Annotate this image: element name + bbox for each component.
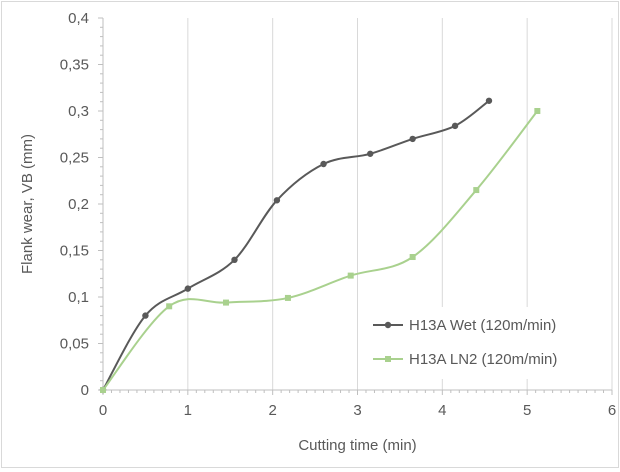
data-point [409, 135, 416, 143]
legend-marker [384, 321, 392, 329]
legend-label: H13A Wet (120m/min) [409, 317, 556, 334]
data-point [184, 285, 192, 292]
legend-box [359, 307, 603, 379]
data-point [166, 303, 173, 310]
legend-marker [385, 356, 391, 362]
y-tick-label: 0 [81, 382, 89, 399]
gridlines [187, 18, 613, 390]
y-tick-label: 0,3 [68, 103, 89, 120]
x-tick-label: 4 [438, 402, 446, 419]
data-point [473, 187, 480, 194]
legend-label: H13A LN2 (120m/min) [409, 351, 557, 368]
x-axis-title: Cutting time (min) [298, 437, 416, 454]
data-point [451, 122, 459, 130]
data-point [231, 256, 238, 263]
x-tick-label: 1 [184, 402, 192, 419]
x-tick-label: 2 [268, 402, 276, 419]
series-line-1 [102, 99, 490, 391]
data-point [320, 160, 327, 168]
axes [98, 17, 613, 395]
data-point [273, 197, 281, 204]
legend: H13A Wet (120m/min) H13A LN2 (120m/min) [359, 307, 603, 379]
x-tick-label: 5 [523, 402, 531, 419]
x-tick-label: 6 [608, 402, 616, 419]
y-tick-label: 0,1 [68, 289, 89, 306]
data-point [409, 254, 416, 261]
data-point [223, 299, 230, 306]
y-axis-title: Flank wear, VB (mm) [19, 134, 36, 274]
y-tick-label: 0,4 [68, 10, 89, 27]
y-tick-label: 0,05 [60, 336, 89, 353]
data-point [367, 150, 374, 157]
data-point [534, 108, 541, 114]
y-tick-label: 0,15 [60, 243, 89, 260]
tick-labels: 0 0,05 0,1 0,15 0,2 0,25 0,3 0,35 0,4 0 1 2 3 4 5 6 [60, 10, 616, 419]
line-chart: 0 0,05 0,1 0,15 0,2 0,25 0,3 0,35 0,4 0 1 2 3 4 5 6 H13… [19, 10, 616, 454]
series-lines [99, 97, 541, 394]
y-tick-label: 0,2 [68, 196, 89, 213]
y-tick-label: 0,25 [60, 150, 89, 167]
data-point [485, 97, 493, 104]
x-tick-label: 3 [353, 402, 361, 419]
data-point [142, 312, 149, 319]
data-point [347, 272, 354, 279]
data-point [284, 294, 291, 301]
x-tick-label: 0 [99, 402, 107, 419]
y-tick-label: 0,35 [60, 57, 89, 74]
data-point [100, 387, 106, 393]
